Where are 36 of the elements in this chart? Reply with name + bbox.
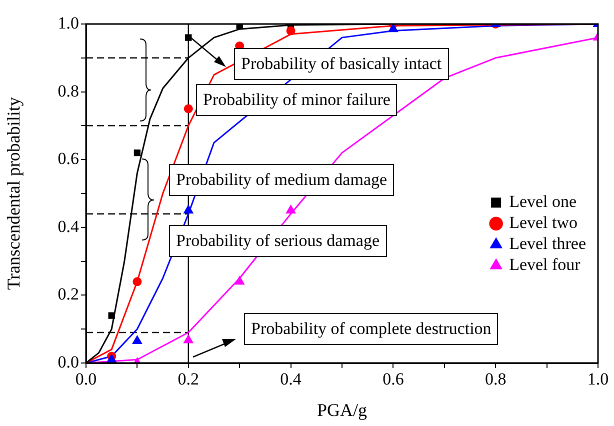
annotation: Probability of minor failure — [196, 84, 398, 116]
annotation: Probability of basically intact — [234, 48, 449, 80]
x-tick-label: 1.0 — [587, 370, 609, 389]
x-tick-label: 0.2 — [178, 370, 200, 389]
point — [388, 24, 398, 32]
legend-label: Level three — [509, 234, 586, 254]
point — [286, 26, 296, 36]
x-tick-label: 0.8 — [484, 370, 506, 389]
point — [184, 104, 193, 114]
y-tick-label: 0.0 — [58, 352, 79, 372]
legend-label: Level two — [509, 213, 578, 232]
x-axis-title: PGA/g — [316, 400, 368, 420]
point — [106, 354, 116, 363]
point — [132, 277, 142, 286]
annotation: Probability of complete destruction — [244, 313, 498, 345]
y-tick-label: 0.4 — [58, 216, 80, 236]
legend-label: Level one — [509, 192, 577, 212]
legend-label: Level four — [509, 255, 581, 274]
x-tick-label: 0.4 — [280, 370, 302, 389]
point — [234, 276, 244, 285]
point — [185, 34, 192, 41]
point — [286, 204, 296, 214]
point — [108, 312, 115, 319]
y-axis-title: Transcendental probability — [4, 97, 24, 290]
x-tick-label: 0.6 — [382, 370, 404, 389]
y-tick-label: 0.6 — [58, 149, 79, 168]
y-tick-label: 0.2 — [58, 284, 79, 304]
annotation: Probability of serious damage — [169, 225, 386, 257]
annotation: Probability of medium damage — [169, 164, 394, 196]
x-tick-label: 0.0 — [75, 370, 97, 389]
point — [184, 204, 194, 214]
y-tick-label: 1.0 — [58, 13, 79, 32]
point — [134, 149, 141, 156]
y-tick-label: 0.8 — [58, 81, 79, 100]
point — [132, 335, 142, 344]
point — [184, 334, 194, 344]
